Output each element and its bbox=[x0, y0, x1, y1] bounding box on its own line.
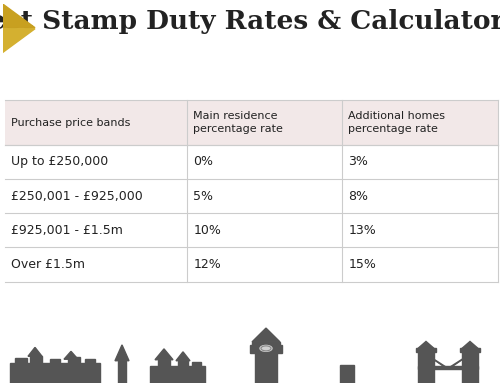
Bar bbox=[418, 366, 478, 369]
Bar bbox=[50, 359, 60, 363]
Polygon shape bbox=[155, 349, 173, 360]
Text: Over £1.5m: Over £1.5m bbox=[11, 258, 85, 271]
Polygon shape bbox=[2, 29, 35, 52]
Text: 15%: 15% bbox=[348, 258, 376, 271]
Bar bbox=[462, 352, 478, 383]
Bar bbox=[5, 247, 498, 282]
Text: £250,001 - £925,000: £250,001 - £925,000 bbox=[11, 190, 143, 203]
Bar bbox=[85, 359, 95, 363]
Polygon shape bbox=[64, 351, 78, 359]
Bar bbox=[340, 365, 354, 367]
Bar bbox=[418, 352, 434, 383]
Bar bbox=[252, 342, 280, 347]
Text: 8%: 8% bbox=[348, 190, 368, 203]
Bar bbox=[158, 360, 170, 366]
Bar bbox=[30, 356, 42, 363]
Text: Main residence
percentage rate: Main residence percentage rate bbox=[193, 111, 283, 134]
Bar bbox=[150, 366, 205, 383]
Circle shape bbox=[260, 345, 272, 351]
Polygon shape bbox=[28, 347, 42, 356]
Text: 5%: 5% bbox=[193, 190, 213, 203]
Bar bbox=[460, 349, 480, 352]
Text: Purchase price bands: Purchase price bands bbox=[11, 118, 130, 128]
Text: 13%: 13% bbox=[348, 224, 376, 237]
Polygon shape bbox=[418, 342, 434, 349]
Polygon shape bbox=[252, 328, 280, 342]
Bar bbox=[5, 179, 498, 213]
Bar bbox=[340, 367, 354, 383]
Bar bbox=[5, 100, 498, 145]
Bar bbox=[178, 361, 188, 366]
Bar bbox=[118, 361, 126, 383]
Text: 3%: 3% bbox=[348, 155, 368, 169]
Text: 12%: 12% bbox=[193, 258, 221, 271]
Text: 0%: 0% bbox=[193, 155, 213, 169]
Bar bbox=[15, 358, 27, 363]
Text: Up to £250,000: Up to £250,000 bbox=[11, 155, 108, 169]
Text: Additional homes
percentage rate: Additional homes percentage rate bbox=[348, 111, 446, 134]
Text: £925,001 - £1.5m: £925,001 - £1.5m bbox=[11, 224, 123, 237]
Bar bbox=[255, 347, 277, 383]
Text: 10%: 10% bbox=[193, 224, 221, 237]
Text: Latest Stamp Duty Rates & Calculator UK: Latest Stamp Duty Rates & Calculator UK bbox=[0, 9, 500, 34]
Bar bbox=[250, 345, 282, 353]
Bar bbox=[5, 145, 498, 179]
Polygon shape bbox=[176, 352, 190, 361]
Bar bbox=[5, 213, 498, 247]
Polygon shape bbox=[462, 342, 478, 349]
Polygon shape bbox=[2, 4, 35, 28]
Polygon shape bbox=[115, 345, 129, 361]
Bar bbox=[68, 357, 80, 363]
Bar bbox=[10, 363, 100, 383]
Bar bbox=[416, 349, 436, 352]
Bar bbox=[192, 362, 201, 366]
